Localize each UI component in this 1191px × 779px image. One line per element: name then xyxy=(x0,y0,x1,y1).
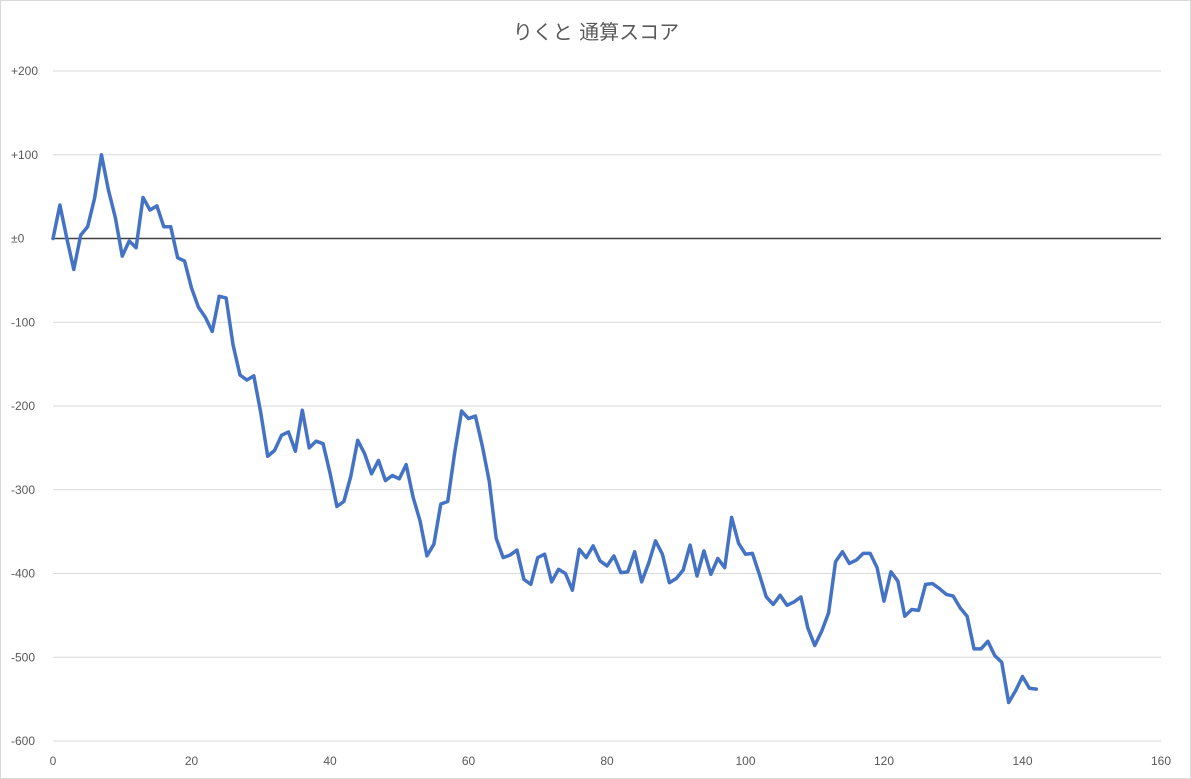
y-tick-label: ±0 xyxy=(11,232,25,246)
y-tick-label: -400 xyxy=(11,567,35,581)
x-tick-label: 0 xyxy=(50,754,57,768)
x-tick-label: 140 xyxy=(1012,754,1032,768)
y-axis-ticks: +200 +100 ±0 -100 -200 -300 -400 -500 -600 xyxy=(11,64,38,748)
y-tick-label: -600 xyxy=(11,734,35,748)
y-tick-label: -200 xyxy=(11,399,35,413)
x-axis-ticks: 0 20 40 60 80 100 120 140 160 xyxy=(50,754,1172,768)
x-tick-label: 60 xyxy=(462,754,476,768)
series-group xyxy=(51,153,1039,705)
x-tick-label: 120 xyxy=(874,754,894,768)
x-tick-label: 160 xyxy=(1151,754,1171,768)
chart-title: りくと 通算スコア xyxy=(513,20,679,44)
x-tick-label: 80 xyxy=(600,754,614,768)
y-tick-label: +200 xyxy=(11,64,38,78)
x-tick-label: 40 xyxy=(323,754,337,768)
series-line-0 xyxy=(51,153,1039,705)
y-tick-label: -300 xyxy=(11,483,35,497)
y-tick-label: +100 xyxy=(11,148,38,162)
x-tick-label: 100 xyxy=(735,754,755,768)
x-tick-label: 20 xyxy=(185,754,199,768)
y-tick-label: -500 xyxy=(11,650,35,664)
gridlines xyxy=(53,70,1161,742)
y-tick-label: -100 xyxy=(11,315,35,329)
